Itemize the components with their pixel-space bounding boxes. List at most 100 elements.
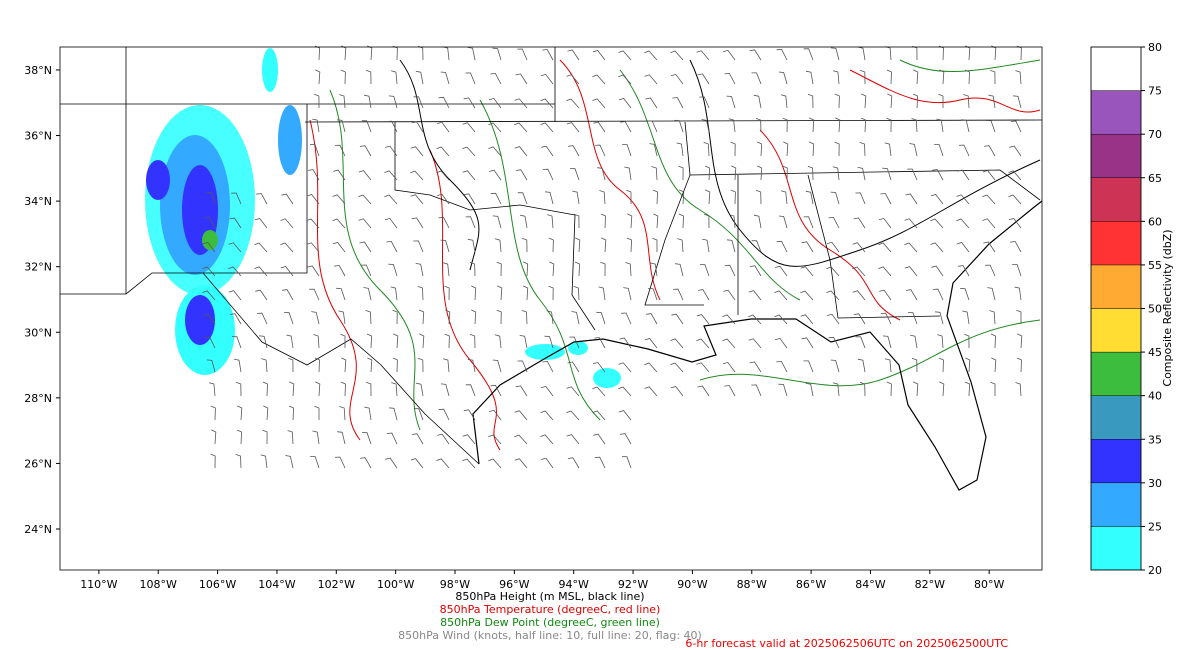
wind-barb: [959, 288, 970, 301]
wind-barb: [884, 142, 892, 157]
wind-barb: [358, 170, 372, 181]
wind-barb: [366, 333, 373, 349]
colorbar-segment: [1090, 526, 1142, 571]
wind-barb: [624, 166, 632, 181]
colorbar-segment: [1090, 439, 1142, 484]
colorbar-tick-label: 35: [1148, 433, 1162, 446]
wind-barb: [521, 310, 528, 325]
wind-barb: [517, 48, 528, 61]
wind-barb: [444, 333, 450, 349]
wind-barb: [776, 48, 788, 61]
wind-barb: [1008, 194, 1022, 205]
colorbar-tick-label: 20: [1148, 564, 1162, 577]
wind-barb: [1008, 218, 1022, 229]
wind-barb: [385, 457, 398, 469]
wind-barb: [384, 194, 398, 205]
x-tick-label: 102°W: [318, 578, 355, 591]
wind-barb: [462, 146, 476, 157]
wind-barb: [963, 94, 970, 109]
wind-barb: [234, 358, 242, 373]
wind-barb: [601, 237, 607, 253]
wind-barb: [1016, 357, 1022, 373]
wind-barb: [805, 190, 814, 205]
wind-barb: [358, 194, 372, 205]
colorbar-tick-label: 40: [1148, 390, 1162, 403]
wind-barb: [1016, 309, 1022, 324]
wind-barb: [674, 119, 684, 133]
wind-barb: [911, 118, 918, 133]
wind-barb: [522, 285, 529, 301]
wind-barb: [494, 334, 502, 349]
wind-barb: [989, 310, 996, 325]
wind-barb: [231, 192, 242, 205]
wind-barb: [809, 117, 815, 133]
wind-barb: [517, 360, 528, 373]
wind-barb: [859, 142, 866, 157]
wind-barb: [592, 361, 606, 373]
wind-barb: [367, 357, 373, 373]
wind-barb: [235, 454, 242, 469]
wind-barb: [593, 433, 606, 445]
wind-barb: [392, 357, 398, 373]
wind-barb: [228, 266, 242, 277]
wind-barb: [958, 265, 970, 277]
wind-barb: [567, 457, 580, 469]
radar-echo: [278, 105, 302, 175]
wind-barb: [600, 261, 606, 277]
wind-barb: [314, 93, 320, 109]
wind-barb: [361, 120, 372, 133]
caption: 850hPa Wind (knots, half line: 10, full …: [398, 629, 702, 642]
wind-barb: [548, 237, 554, 253]
wind-barb: [990, 333, 996, 349]
wind-barb: [729, 214, 736, 229]
wind-barb: [334, 144, 346, 157]
wind-barb: [361, 432, 372, 445]
wind-barb: [515, 169, 528, 181]
wind-barb: [964, 333, 970, 349]
wind-barb: [413, 408, 424, 421]
wind-barb: [852, 242, 866, 253]
wind-barb: [832, 70, 840, 85]
wind-barb: [621, 456, 632, 469]
wind-barb: [340, 333, 346, 348]
wind-barb: [778, 215, 788, 229]
wind-barb: [592, 98, 606, 109]
wind-barb: [1009, 145, 1022, 157]
wind-barb: [309, 288, 320, 301]
colorbar-tick-label: 60: [1148, 215, 1162, 228]
wind-barb: [726, 95, 736, 109]
wind-barb: [934, 144, 944, 157]
wind-barb: [826, 266, 840, 277]
wind-barb: [280, 242, 294, 253]
wind-barb: [367, 45, 373, 61]
wind-barb: [930, 242, 944, 253]
wind-barb: [930, 218, 944, 229]
wind-barb: [800, 266, 814, 277]
wind-barb: [1016, 45, 1022, 61]
wind-barb: [647, 120, 658, 133]
state-border: [203, 104, 308, 274]
wind-barb: [340, 381, 346, 397]
wind-barb: [306, 242, 320, 253]
wind-barb: [1017, 333, 1023, 349]
colorbar-segment: [1090, 46, 1142, 91]
wind-barb: [496, 261, 502, 277]
dewpoint-contour: [329, 89, 421, 431]
wind-barb: [566, 386, 580, 397]
wind-barb: [314, 357, 320, 373]
wind-barb: [445, 309, 451, 325]
wind-barb: [832, 166, 840, 181]
wind-barb: [566, 98, 580, 109]
wind-barb: [827, 313, 840, 325]
colorbar-tick-label: 45: [1148, 346, 1162, 359]
wind-barb: [751, 384, 762, 397]
wind-barb: [415, 70, 424, 85]
wind-barb: [339, 406, 346, 421]
wind-barb: [886, 69, 892, 85]
wind-barb: [618, 410, 632, 421]
wind-barb: [390, 70, 398, 85]
dewpoint-contour: [479, 99, 601, 421]
wind-barb: [910, 334, 918, 349]
wind-barb: [569, 168, 580, 181]
wind-barb: [826, 241, 840, 253]
